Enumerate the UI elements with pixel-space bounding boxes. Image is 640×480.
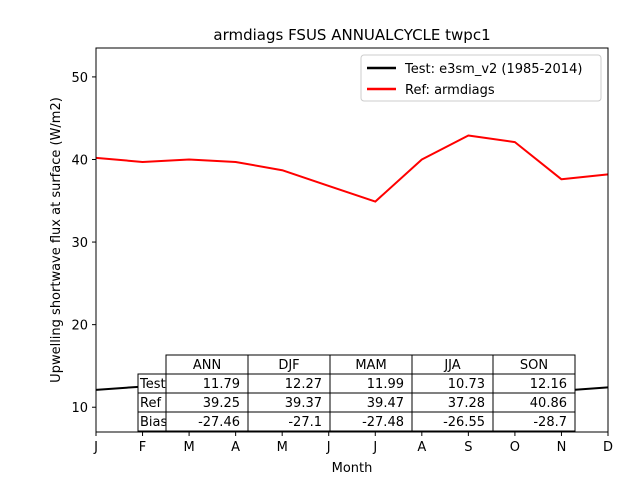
table-cell-value: -27.46 — [198, 415, 240, 430]
x-tick-label: J — [372, 440, 377, 455]
table-column-header: JJA — [443, 358, 460, 373]
x-tick-label: O — [510, 440, 520, 455]
table-cell-value: 37.28 — [448, 396, 485, 411]
y-axis-label: Upwelling shortwave flux at surface (W/m… — [49, 97, 64, 383]
x-tick-label: A — [417, 440, 426, 455]
table-column-header: DJF — [278, 358, 299, 373]
table-column-header: SON — [520, 358, 548, 373]
plot-frame — [95, 47, 609, 433]
table-cell-value: 39.47 — [367, 396, 404, 411]
table-row-label: Test — [139, 377, 166, 392]
legend-label-0: Test: e3sm_v2 (1985-2014) — [404, 62, 582, 77]
table-cell — [492, 411, 576, 432]
y-tick-label: 10 — [71, 401, 88, 416]
y-tick-label: 40 — [71, 153, 88, 168]
table-cell-value: 12.16 — [530, 377, 567, 392]
x-tick-label: A — [231, 440, 240, 455]
table-column-header: MAM — [355, 358, 386, 373]
y-axis: 10 20 30 40 50 — [71, 71, 96, 416]
table-cell-value: -27.48 — [362, 415, 404, 430]
table-cell-value: 11.79 — [203, 377, 240, 392]
y-tick-label: 30 — [71, 236, 88, 251]
legend-label-1: Ref: armdiags — [405, 83, 495, 98]
x-tick-label: M — [183, 440, 194, 455]
table-cell-value: 39.25 — [203, 396, 240, 411]
x-axis-label: Month — [332, 461, 373, 476]
chart-title: armdiags FSUS ANNUALCYCLE twpc1 — [213, 26, 490, 44]
table-row-label: Bias — [140, 415, 167, 430]
x-tick-label: N — [557, 440, 567, 455]
x-tick-label: J — [326, 440, 331, 455]
table-cell-value: -26.55 — [443, 415, 485, 430]
table-cell-value: 12.27 — [285, 377, 322, 392]
table-cell-value: 40.86 — [530, 396, 567, 411]
x-tick-label: J — [93, 440, 98, 455]
table-cell-value: 39.37 — [285, 396, 322, 411]
table-cell-value: 11.99 — [367, 377, 404, 392]
x-tick-label: S — [464, 440, 472, 455]
table-row-label: Ref — [140, 396, 161, 411]
table-cell-value: -27.1 — [288, 415, 322, 430]
x-tick-label: M — [277, 440, 288, 455]
x-tick-label: D — [603, 440, 613, 455]
stats-table: ANN DJF MAM JJA SON Test 11.79 12.27 11.99 10.73 1… — [137, 354, 576, 432]
y-tick-label: 50 — [71, 71, 88, 86]
series-line-1 — [95, 134, 609, 203]
legend-box — [360, 54, 602, 102]
table-cell-value: 10.73 — [448, 377, 485, 392]
x-tick-label: F — [139, 440, 146, 455]
y-tick-label: 20 — [71, 319, 88, 334]
legend: Test: e3sm_v2 (1985-2014) Ref: armdiags — [360, 54, 602, 102]
table-cell-value: -28.7 — [533, 415, 567, 430]
table-column-header: ANN — [193, 358, 221, 373]
